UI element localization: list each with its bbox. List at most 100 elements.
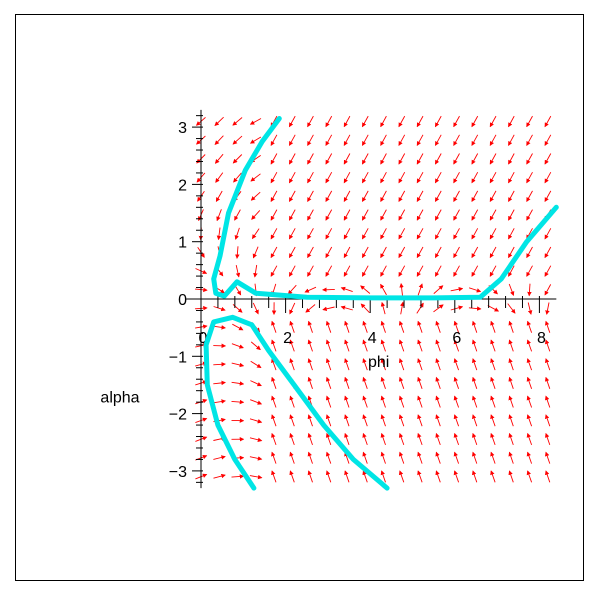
- field-arrow: [489, 209, 497, 221]
- field-arrow: [490, 414, 496, 427]
- field-arrow: [289, 320, 295, 333]
- field-arrow: [435, 339, 441, 352]
- field-arrow: [417, 395, 423, 408]
- field-arrow: [489, 190, 497, 203]
- field-arrow: [307, 376, 313, 389]
- field-arrow: [508, 414, 514, 427]
- field-arrow: [544, 153, 552, 165]
- field-arrow: [453, 414, 460, 427]
- field-arrow: [231, 399, 245, 405]
- field-arrow: [380, 320, 386, 333]
- field-arrow: [362, 376, 368, 389]
- field-arrow: [508, 320, 514, 333]
- field-arrow: [380, 209, 387, 221]
- field-arrow: [508, 432, 514, 446]
- field-arrow: [213, 473, 226, 479]
- field-arrow: [362, 339, 368, 352]
- field-arrow: [249, 418, 263, 424]
- field-arrow: [471, 115, 479, 128]
- field-arrow: [287, 284, 297, 295]
- field-arrow: [289, 395, 295, 408]
- field-arrow: [544, 470, 551, 483]
- field-arrow: [271, 414, 277, 427]
- field-arrow: [508, 228, 515, 240]
- field-arrow: [380, 171, 387, 184]
- field-arrow: [289, 153, 296, 165]
- field-arrow: [544, 171, 552, 184]
- field-arrow: [416, 265, 424, 277]
- field-arrow: [343, 190, 351, 203]
- axes: 0 2 4 6 8 −3 −2 −1 0 1 2 3: [169, 109, 557, 489]
- field-arrow: [526, 153, 533, 165]
- field-arrow: [214, 153, 224, 164]
- field-arrow: [490, 376, 496, 389]
- field-arrow: [471, 470, 478, 483]
- field-arrow: [471, 395, 478, 408]
- field-arrow: [435, 153, 442, 165]
- field-arrow: [471, 451, 478, 464]
- field-arrow: [232, 135, 243, 145]
- field-arrow: [453, 358, 460, 371]
- y-tick-label: −2: [169, 407, 187, 424]
- field-arrow: [471, 339, 478, 352]
- field-arrow: [343, 134, 351, 146]
- field-arrow: [435, 190, 442, 203]
- field-arrow: [526, 134, 533, 146]
- field-arrow: [234, 209, 241, 221]
- field-arrow: [362, 228, 369, 240]
- field-arrow: [490, 470, 496, 483]
- field-arrow: [453, 320, 460, 333]
- field-arrow: [362, 209, 369, 221]
- field-arrow: [270, 153, 278, 165]
- field-arrow: [362, 171, 369, 184]
- field-arrow: [344, 376, 350, 389]
- field-arrow: [453, 115, 460, 128]
- field-arrow: [416, 302, 424, 314]
- field-arrow: [270, 228, 278, 240]
- field-arrow: [289, 209, 296, 221]
- field-arrow: [344, 470, 350, 483]
- field-arrow: [289, 115, 296, 128]
- field-arrow: [213, 380, 226, 386]
- field-arrow: [362, 432, 368, 446]
- field-arrow: [453, 470, 460, 483]
- field-arrow: [271, 432, 277, 446]
- plot-frame: 0 2 4 6 8 −3 −2 −1 0 1 2 3 phi alpha: [15, 14, 584, 581]
- field-arrow: [471, 265, 479, 277]
- field-arrow: [270, 134, 278, 146]
- field-arrow: [325, 320, 332, 333]
- field-arrow: [544, 190, 552, 203]
- x-tick-label: 0: [199, 330, 208, 347]
- field-arrow: [544, 115, 552, 128]
- field-arrow: [416, 246, 424, 259]
- field-arrow: [471, 432, 478, 446]
- field-arrow: [471, 376, 478, 389]
- field-arrow: [380, 414, 386, 427]
- field-arrow: [362, 470, 368, 483]
- field-arrow: [216, 209, 222, 222]
- field-arrow: [508, 171, 515, 184]
- field-arrow: [250, 191, 261, 201]
- field-arrow: [380, 395, 386, 408]
- field-arrow: [435, 228, 442, 240]
- field-arrow: [453, 432, 460, 446]
- field-arrow: [249, 136, 262, 144]
- field-arrow: [380, 301, 386, 315]
- field-arrow: [380, 451, 386, 464]
- field-arrow: [362, 115, 369, 128]
- x-tick-label: 2: [283, 330, 292, 347]
- y-ticks: −3 −2 −1 0 1 2 3: [169, 115, 203, 483]
- field-arrow: [232, 117, 243, 126]
- field-arrow: [232, 154, 243, 164]
- field-arrow: [526, 376, 533, 389]
- field-arrow: [435, 451, 441, 464]
- field-arrow: [507, 303, 516, 314]
- field-arrow: [215, 190, 223, 203]
- field-arrow: [343, 115, 351, 128]
- x-axis-label: phi: [368, 354, 389, 371]
- field-arrow: [307, 171, 314, 184]
- field-arrow: [325, 209, 333, 221]
- field-arrow: [270, 209, 278, 221]
- field-arrow: [380, 470, 386, 483]
- field-arrow: [213, 362, 226, 367]
